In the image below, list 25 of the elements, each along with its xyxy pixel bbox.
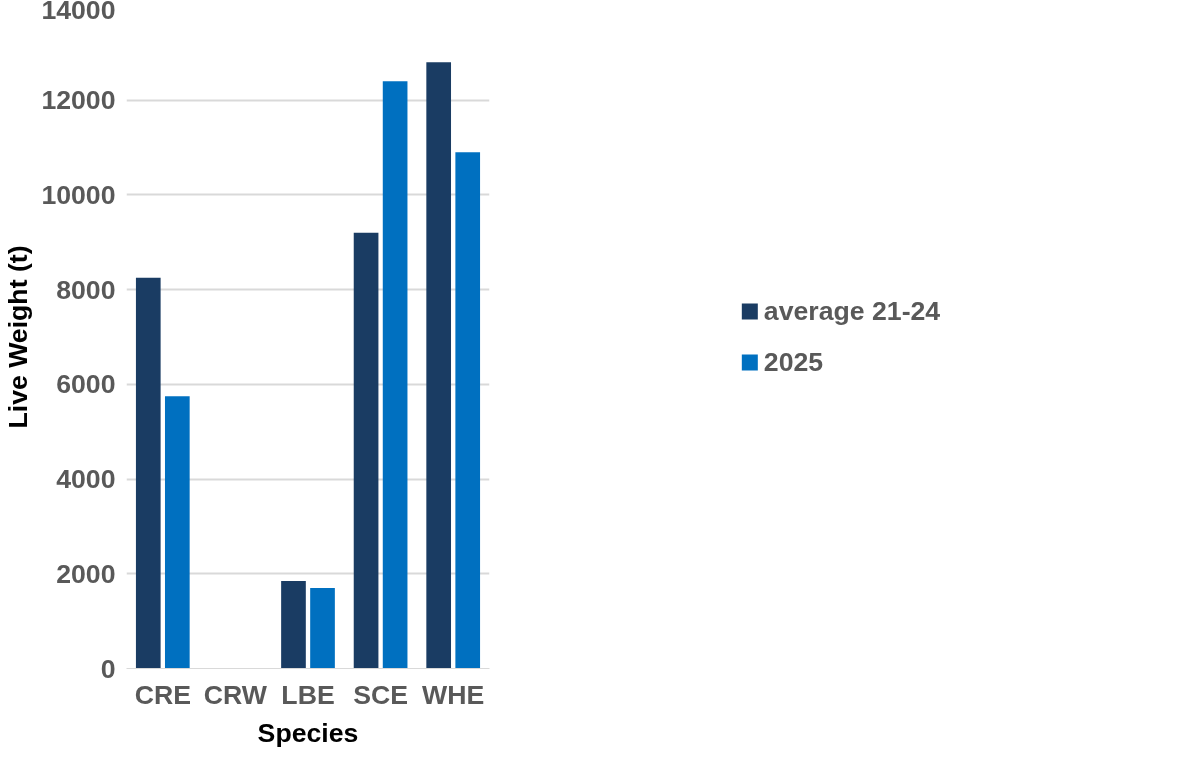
bar <box>426 62 452 669</box>
x-axis-title: Species <box>257 717 359 748</box>
bar <box>135 277 161 669</box>
x-tick-label: CRE <box>134 679 191 710</box>
y-tick-label: 8000 <box>56 274 116 305</box>
bar <box>281 580 306 669</box>
x-tick-label: SCE <box>353 679 409 710</box>
x-tick-label: WHE <box>422 679 485 710</box>
y-tick-label: 12000 <box>41 85 116 116</box>
y-tick-label: 0 <box>100 653 116 684</box>
y-tick-label: 10000 <box>41 179 116 210</box>
y-tick-label: 6000 <box>56 369 116 400</box>
bar <box>310 587 335 669</box>
y-tick-label: 4000 <box>56 464 116 495</box>
y-tick-label: 14000 <box>41 0 116 25</box>
x-tick-label: LBE <box>281 679 335 710</box>
y-tick-label: 2000 <box>56 558 116 589</box>
legend-label: 2025 <box>763 346 824 378</box>
bar <box>164 396 190 669</box>
y-axis-title: Live Weight (t) <box>3 245 34 429</box>
bar <box>455 152 481 669</box>
bar <box>353 232 379 669</box>
x-tick-label: CRW <box>203 679 268 710</box>
bar <box>382 81 408 669</box>
legend-label: average 21-24 <box>763 295 941 327</box>
